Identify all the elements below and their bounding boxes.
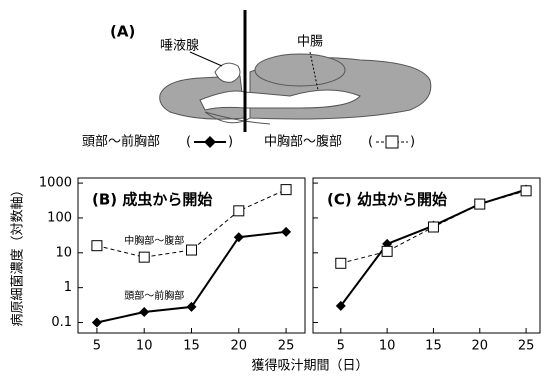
marker [92,241,102,251]
marker [428,222,438,232]
y-axis-label: 病原細菌濃度（対数軸） [10,183,26,326]
legend-paren: ( [368,135,373,150]
x-tick-label: 5 [337,339,345,354]
legend-marker [204,136,216,148]
y-tick-label: 1000 [39,176,72,191]
legend-paren: ) [228,135,233,150]
marker [521,186,531,196]
marker [281,185,291,195]
chart-title: (C) 幼虫から開始 [327,191,447,209]
y-tick-label: 100 [47,210,72,225]
x-tick-label: 5 [93,339,101,354]
legend-paren: ( [186,135,191,150]
insect-drawing [160,54,431,124]
y-tick-label: 10 [55,245,72,260]
x-axis-label: 獲得吸汁期間（日） [251,358,368,374]
marker [139,252,149,262]
marker [382,246,392,256]
marker [234,206,244,216]
x-tick-label: 15 [183,339,200,354]
x-tick-label: 15 [425,339,442,354]
part-label: 中腸 [297,35,323,50]
panel-label: (A) [110,23,135,41]
legend-text: 頭部～前胸部 [82,134,160,150]
legend-marker [386,136,398,148]
series-label: 頭部～前胸部 [124,289,184,302]
marker [336,258,346,268]
marker [475,199,485,209]
series-label: 中胸部～腹部 [124,234,184,247]
y-tick-label: 1 [64,280,72,295]
legend-paren: ) [410,135,415,150]
x-tick-label: 25 [518,339,535,354]
x-tick-label: 20 [231,339,248,354]
marker [139,307,149,317]
x-tick-label: 20 [472,339,489,354]
x-tick-label: 10 [379,339,396,354]
marker [281,227,291,237]
y-tick-label: 0.1 [51,315,72,330]
x-tick-label: 25 [278,339,295,354]
part-label: 唾液腺 [160,39,199,54]
legend-text: 中胸部～腹部 [264,134,342,150]
chart-title: (B) 成虫から開始 [92,191,212,209]
figure: (A) 唾液腺 中腸 頭部～前胸部 ( ) 中胸部～腹部 ( ) 獲得吸汁期間（… [0,0,547,376]
x-tick-label: 10 [136,339,153,354]
marker [187,245,197,255]
marker [92,318,102,328]
pointer [190,52,222,66]
